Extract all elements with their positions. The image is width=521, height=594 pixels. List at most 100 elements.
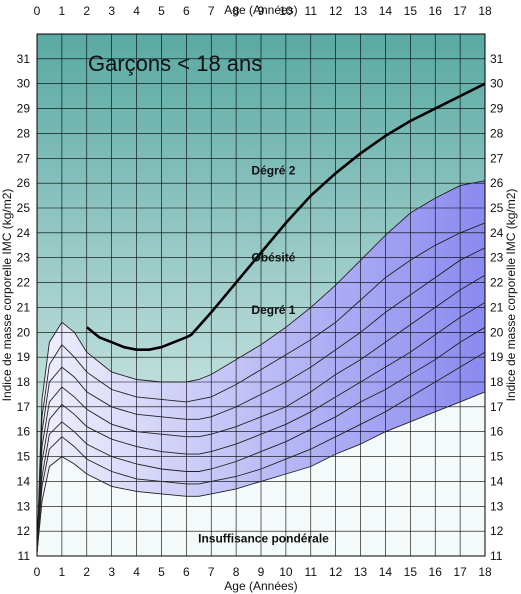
y-tick-label-right: 11 xyxy=(490,549,503,563)
y-tick-label: 21 xyxy=(17,300,31,314)
x-tick-label-top: 13 xyxy=(354,4,368,18)
y-axis-title: Indice de masse corporelle IMC (kg/m2) xyxy=(0,189,14,402)
y-tick-label-right: 24 xyxy=(490,226,504,240)
y-tick-label-right: 23 xyxy=(490,251,504,265)
x-axis-title-top: Age (Années) xyxy=(224,3,297,17)
x-tick-label-top: 7 xyxy=(208,4,215,18)
y-tick-label-right: 22 xyxy=(490,276,504,290)
x-tick-label-top: 0 xyxy=(34,4,41,18)
y-tick-label-right: 28 xyxy=(490,126,504,140)
y-tick-label-right: 14 xyxy=(490,474,504,488)
x-tick-label-top: 12 xyxy=(329,4,343,18)
y-tick-label-right: 31 xyxy=(490,52,504,66)
axis-ticks: 0011223344556677889910101111121213131414… xyxy=(17,4,504,579)
x-tick-label: 13 xyxy=(354,565,368,579)
y-tick-label: 13 xyxy=(17,499,31,513)
y-tick-label-right: 27 xyxy=(490,151,504,165)
obesity-line xyxy=(85,82,485,352)
x-tick-label-top: 3 xyxy=(108,4,115,18)
y-tick-label-right: 17 xyxy=(490,400,504,414)
zone-annotation: Dégré 2 xyxy=(251,164,295,178)
x-axis-title: Age (Années) xyxy=(224,579,297,593)
percentile-line xyxy=(37,391,485,554)
x-tick-label-top: 2 xyxy=(83,4,90,18)
y-tick-label-right: 30 xyxy=(490,77,504,91)
x-tick-label: 5 xyxy=(158,565,165,579)
percentile-curves xyxy=(37,180,485,554)
x-tick-label: 9 xyxy=(258,565,265,579)
x-tick-label-top: 18 xyxy=(478,4,492,18)
y-tick-label-right: 18 xyxy=(490,375,504,389)
percentile-line xyxy=(37,351,485,554)
x-tick-label: 2 xyxy=(83,565,90,579)
annotations: Dégré 2 Obésité Degré 1 Insuffisance pondér… xyxy=(198,164,329,546)
y-tick-label-right: 21 xyxy=(490,300,504,314)
y-tick-label: 15 xyxy=(17,450,31,464)
x-tick-label: 4 xyxy=(133,565,140,579)
percentile-line xyxy=(37,274,485,554)
y-tick-label: 12 xyxy=(17,524,31,538)
y-tick-label: 27 xyxy=(17,151,31,165)
y-tick-label: 24 xyxy=(17,226,31,240)
x-tick-label: 10 xyxy=(279,565,293,579)
y-tick-label: 28 xyxy=(17,126,31,140)
y-tick-label: 26 xyxy=(17,176,31,190)
grid xyxy=(36,33,486,557)
x-tick-label-top: 11 xyxy=(305,4,318,18)
x-tick-label-top: 1 xyxy=(59,4,66,18)
x-tick-label: 14 xyxy=(379,565,393,579)
zone-annotation: Insuffisance pondérale xyxy=(198,532,329,546)
y-tick-label: 23 xyxy=(17,251,31,265)
x-tick-label-top: 16 xyxy=(429,4,443,18)
y-tick-label: 16 xyxy=(17,425,31,439)
x-tick-label-top: 8 xyxy=(233,4,240,18)
y-tick-label: 22 xyxy=(17,276,31,290)
y-axis-title-right: Indice de masse corporelle IMC (kg/m2) xyxy=(504,189,518,402)
x-tick-label-top: 10 xyxy=(279,4,293,18)
percentile-line xyxy=(37,302,485,554)
x-tick-label: 6 xyxy=(183,565,190,579)
y-tick-label: 18 xyxy=(17,375,31,389)
y-tick-label: 31 xyxy=(17,52,31,66)
obesity-threshold xyxy=(85,82,485,352)
x-tick-label-top: 5 xyxy=(158,4,165,18)
zone-annotation: Degré 1 xyxy=(251,303,295,317)
y-tick-label-right: 15 xyxy=(490,450,504,464)
x-tick-label-top: 4 xyxy=(133,4,140,18)
x-tick-label: 16 xyxy=(429,565,443,579)
percentile-line xyxy=(37,222,485,554)
x-tick-label: 0 xyxy=(34,565,41,579)
y-tick-label-right: 29 xyxy=(490,102,504,116)
y-tick-label-right: 26 xyxy=(490,176,504,190)
zone-annotation: Obésité xyxy=(251,251,295,265)
axis-labels: Age (Années) Age (Années) Indice de masse … xyxy=(0,3,518,593)
x-tick-label: 18 xyxy=(478,565,492,579)
y-tick-label: 25 xyxy=(17,201,31,215)
x-tick-label: 15 xyxy=(404,565,418,579)
y-tick-label: 14 xyxy=(17,474,31,488)
y-tick-label-right: 13 xyxy=(490,499,504,513)
y-tick-label-right: 25 xyxy=(490,201,504,215)
y-tick-label-right: 20 xyxy=(490,325,504,339)
percentile-line xyxy=(37,180,485,554)
x-tick-label-top: 15 xyxy=(404,4,418,18)
y-tick-label: 29 xyxy=(17,102,31,116)
x-tick-label: 17 xyxy=(453,565,467,579)
y-tick-label-right: 12 xyxy=(490,524,504,538)
x-tick-label-top: 9 xyxy=(258,4,265,18)
y-tick-label: 11 xyxy=(18,549,31,563)
percentile-line xyxy=(37,326,485,554)
x-tick-label: 3 xyxy=(108,565,115,579)
y-tick-label-right: 16 xyxy=(490,425,504,439)
x-tick-label-top: 6 xyxy=(183,4,190,18)
y-tick-label: 19 xyxy=(17,350,31,364)
x-tick-label: 1 xyxy=(59,565,66,579)
x-tick-label: 7 xyxy=(208,565,215,579)
plot-frame xyxy=(36,33,486,557)
y-tick-label: 20 xyxy=(17,325,31,339)
x-tick-label: 12 xyxy=(329,565,343,579)
percentile-line xyxy=(37,247,485,554)
y-tick-label-right: 19 xyxy=(490,350,504,364)
x-tick-label: 8 xyxy=(233,565,240,579)
